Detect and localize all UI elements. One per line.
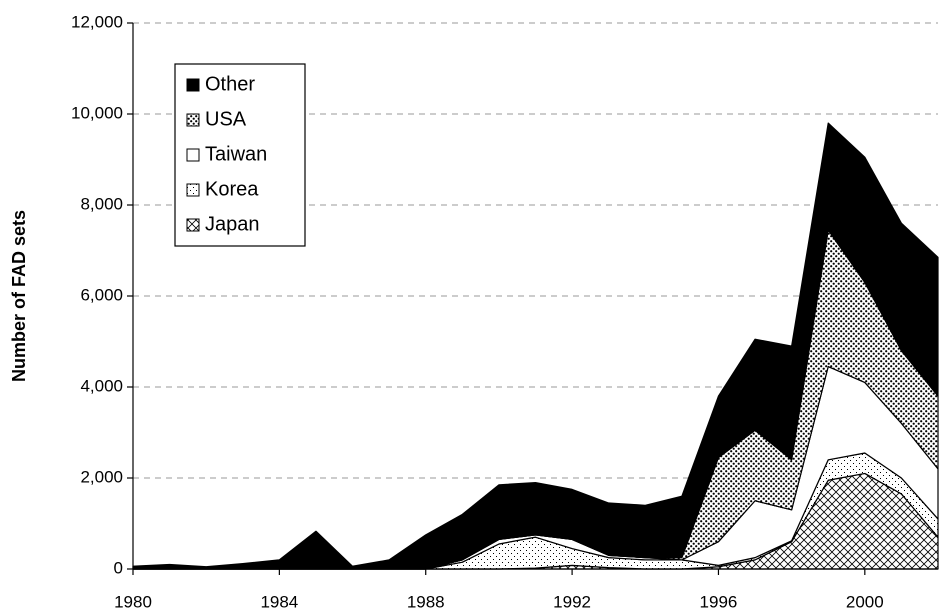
y-tick-label: 6,000 [80,285,123,304]
legend-label: Korea [205,178,259,200]
x-tick-label: 1984 [260,592,298,611]
y-tick-label: 4,000 [80,376,123,395]
x-tick-label: 1992 [553,592,591,611]
legend-label: Taiwan [205,143,267,165]
x-tick-label: 2000 [846,592,884,611]
y-tick-label: 10,000 [71,103,123,122]
legend-label: Japan [205,213,260,235]
y-tick-label: 0 [114,558,123,577]
x-tick-label: 1996 [700,592,738,611]
x-tick-label: 1980 [114,592,152,611]
y-tick-label: 12,000 [71,12,123,31]
legend-label: USA [205,108,247,130]
legend-swatch [186,148,200,162]
x-tick-label: 1988 [407,592,445,611]
y-tick-label: 8,000 [80,194,123,213]
y-tick-label: 2,000 [80,467,123,486]
legend-label: Other [205,73,255,95]
legend-swatch [186,183,200,197]
legend-swatch [186,78,200,92]
legend-swatch [186,113,200,127]
legend-swatch [186,218,200,232]
y-axis-title: Number of FAD sets [9,210,29,382]
